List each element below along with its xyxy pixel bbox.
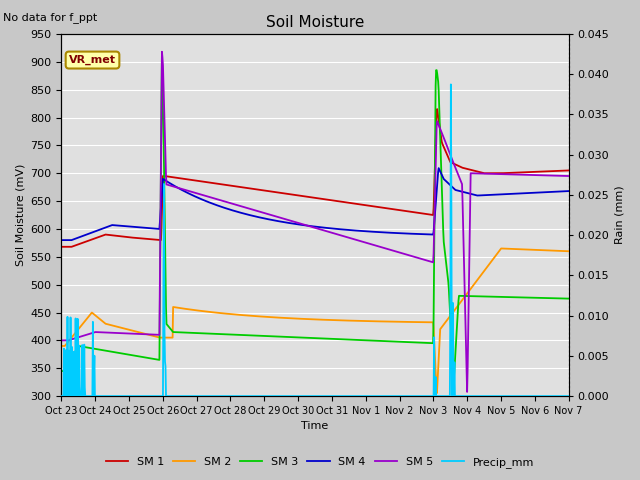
- Legend: SM 1, SM 2, SM 3, SM 4, SM 5, Precip_mm: SM 1, SM 2, SM 3, SM 4, SM 5, Precip_mm: [101, 452, 539, 472]
- Y-axis label: Soil Moisture (mV): Soil Moisture (mV): [15, 164, 25, 266]
- Text: No data for f_ppt: No data for f_ppt: [3, 12, 97, 23]
- Text: VR_met: VR_met: [69, 55, 116, 65]
- Y-axis label: Rain (mm): Rain (mm): [615, 186, 625, 244]
- Title: Soil Moisture: Soil Moisture: [266, 15, 364, 30]
- X-axis label: Time: Time: [301, 421, 329, 432]
